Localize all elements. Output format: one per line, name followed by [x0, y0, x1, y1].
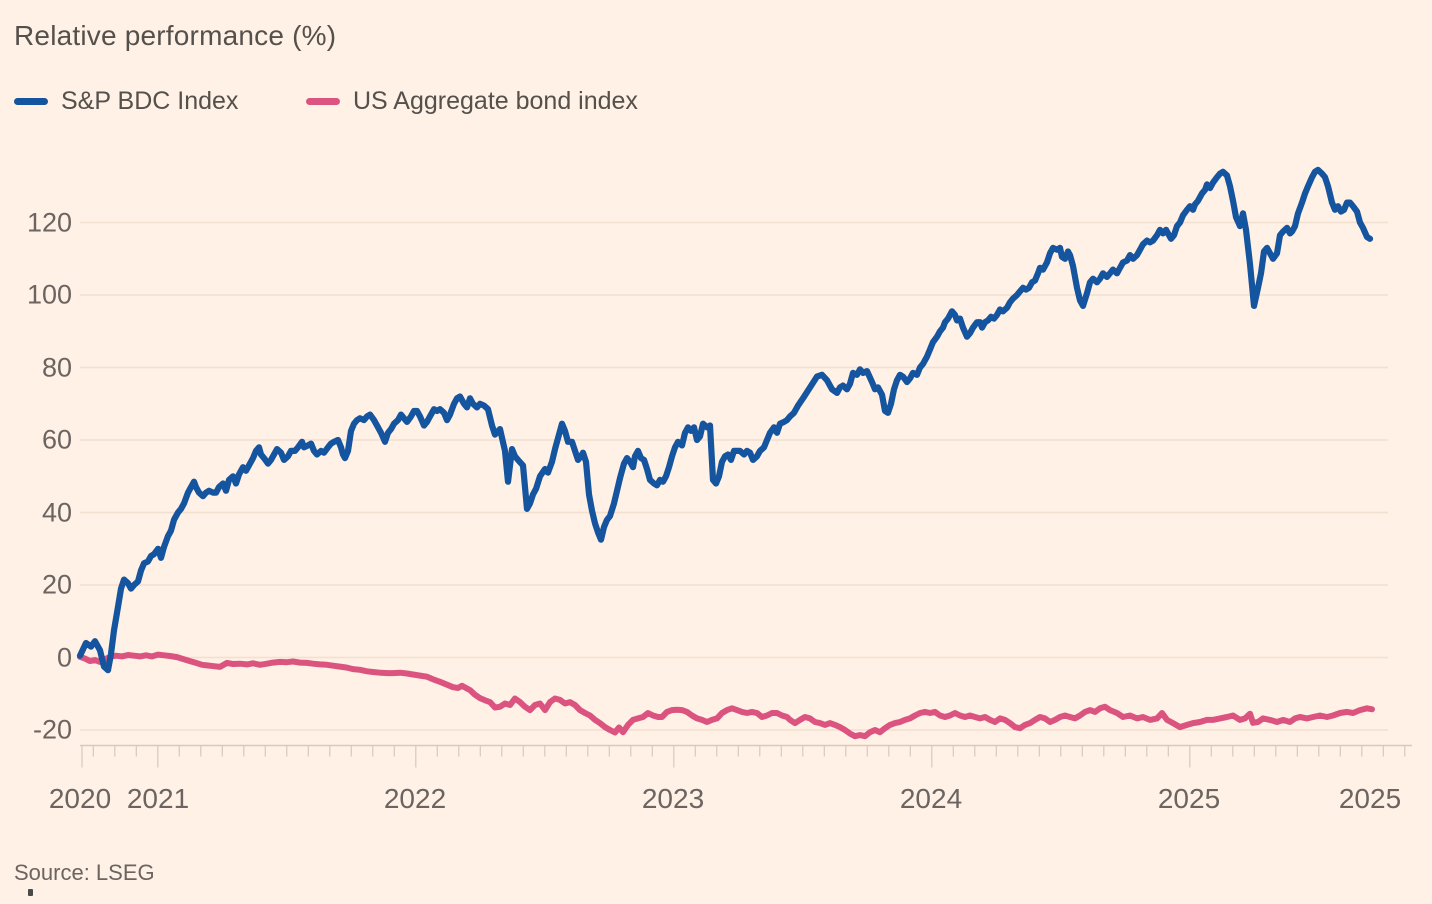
legend-label-us-agg: US Aggregate bond index	[353, 86, 638, 115]
x-tick-label-3-2023: 2023	[641, 783, 705, 814]
x-tick-label-6-2025: 2025	[1338, 783, 1402, 814]
y-tick-label-60: 60	[41, 424, 72, 455]
y-tick-label-40: 40	[41, 497, 72, 527]
legend-label-sp-bdc: S&P BDC Index	[61, 86, 239, 115]
x-tick-label-1-2021: 2021	[126, 783, 190, 814]
series-line-1	[76, 166, 1374, 674]
x-tick-label-2-2022: 2022	[383, 783, 447, 814]
legend-swatch-blue	[14, 97, 48, 105]
source-note: Source: LSEG	[14, 860, 155, 885]
corner-mark	[28, 889, 33, 896]
y-tick-label-120: 120	[26, 207, 72, 237]
y-tick-label-0: 0	[56, 642, 72, 672]
chart-title: Relative performance (%)	[14, 20, 337, 51]
y-tick-label-20: 20	[41, 569, 72, 600]
series-line-0	[77, 651, 1375, 740]
y-tick-label-80: 80	[41, 352, 72, 382]
y-tick-label--20: -20	[32, 714, 72, 745]
legend-swatch-pink	[306, 97, 340, 105]
legend-item-us-agg: US Aggregate bond index	[306, 86, 638, 116]
x-tick-label-4-2024: 2024	[899, 783, 963, 814]
legend-item-sp-bdc: S&P BDC Index	[14, 86, 238, 116]
y-tick-label-100: 100	[26, 279, 72, 310]
x-tick-label-0-2020: 2020	[48, 783, 112, 814]
x-tick-label-5-2025: 2025	[1157, 783, 1221, 814]
